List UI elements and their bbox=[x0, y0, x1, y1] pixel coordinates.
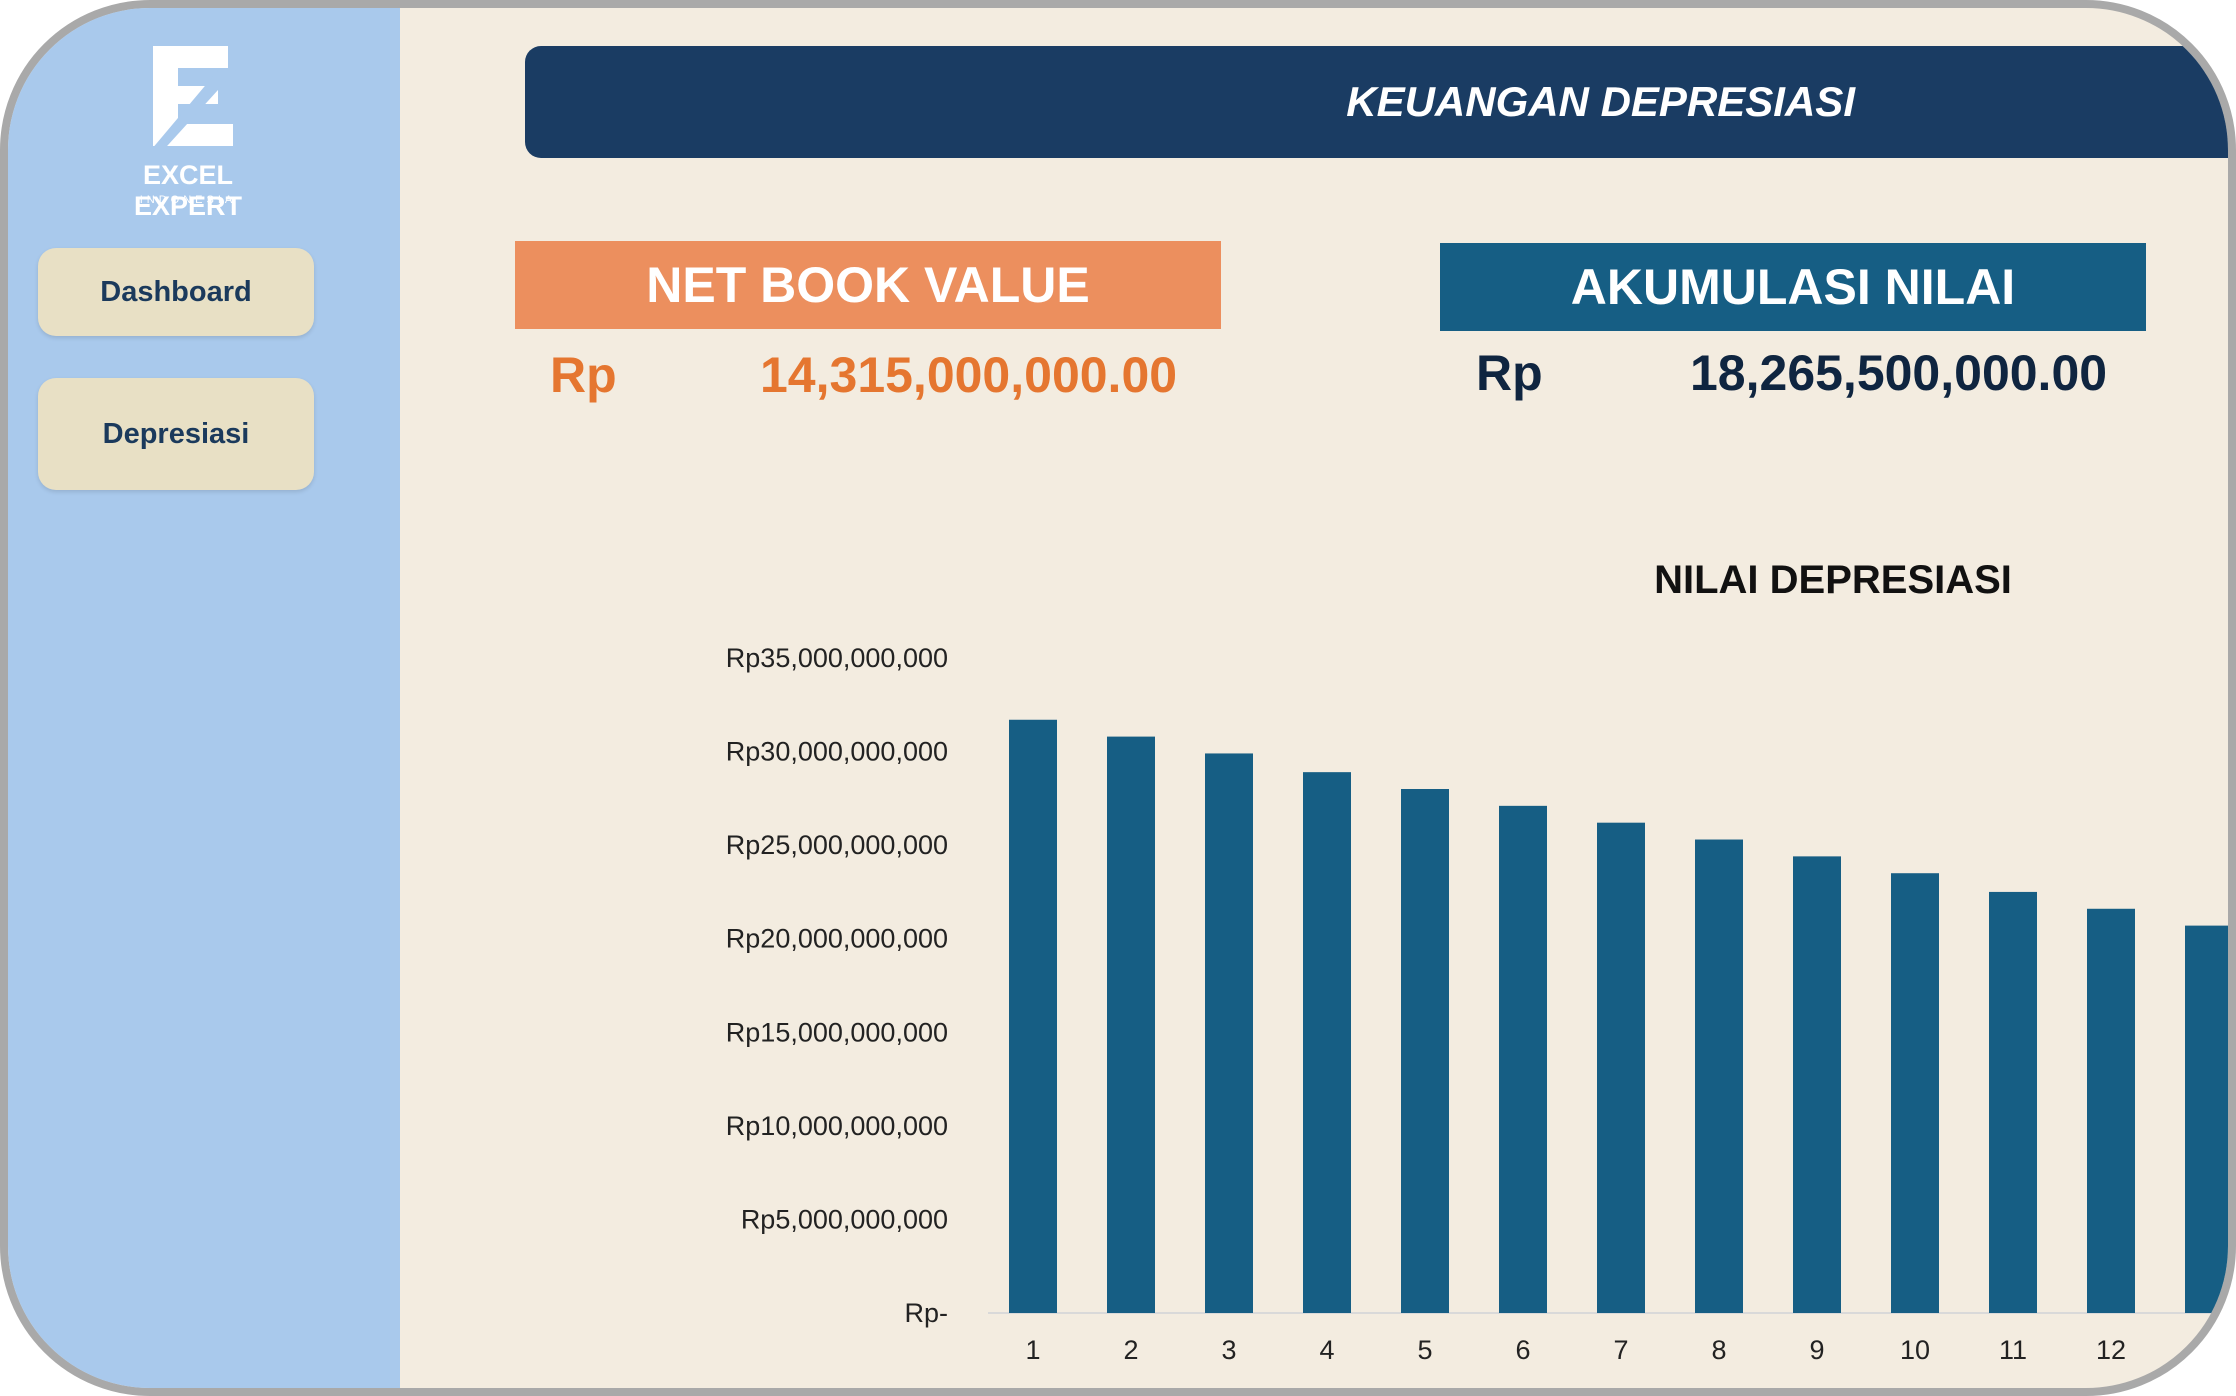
bar bbox=[1989, 891, 2037, 1313]
sidebar-item-label: Depresiasi bbox=[102, 417, 250, 450]
akumulasi-nilai-header: AKUMULASI NILAI bbox=[1440, 243, 2146, 331]
y-tick-label: Rp- bbox=[904, 1298, 948, 1328]
net-book-value-currency: Rp bbox=[550, 347, 617, 403]
brand-name: EXCEL EXPERT bbox=[133, 160, 243, 221]
y-tick-label: Rp25,000,000,000 bbox=[726, 830, 948, 860]
x-tick-label: 8 bbox=[1711, 1335, 1726, 1365]
x-tick-label: 1 bbox=[1025, 1335, 1040, 1365]
brand-logo: EXCEL EXPERT INDONESIA bbox=[108, 38, 268, 221]
sidebar-item-label: Dashboard bbox=[100, 275, 252, 308]
chart-title: NILAI DEPRESIASI bbox=[1654, 558, 2012, 602]
y-tick-label: Rp10,000,000,000 bbox=[726, 1111, 948, 1141]
x-tick-label: 2 bbox=[1123, 1335, 1138, 1365]
bar bbox=[1891, 873, 1939, 1313]
bar bbox=[1205, 753, 1253, 1313]
net-book-value-amount: 14,315,000,000.00 bbox=[760, 347, 1178, 403]
bar bbox=[1303, 772, 1351, 1313]
x-tick-label: 4 bbox=[1319, 1335, 1334, 1365]
akumulasi-nilai-label: AKUMULASI NILAI bbox=[1570, 259, 2016, 315]
x-tick-label: 12 bbox=[2096, 1335, 2126, 1365]
excel-expert-e-logo-icon bbox=[146, 46, 238, 156]
x-tick-label: 7 bbox=[1613, 1335, 1628, 1365]
akumulasi-nilai-amount: 18,265,500,000.00 bbox=[1690, 345, 2108, 401]
y-tick-label: Rp15,000,000,000 bbox=[726, 1017, 948, 1047]
y-tick-label: Rp5,000,000,000 bbox=[741, 1204, 948, 1234]
x-tick-label: 9 bbox=[1809, 1335, 1824, 1365]
akumulasi-nilai-currency: Rp bbox=[1476, 345, 1543, 401]
y-tick-label: Rp20,000,000,000 bbox=[726, 924, 948, 954]
bar bbox=[1499, 805, 1547, 1313]
x-tick-label: 3 bbox=[1221, 1335, 1236, 1365]
bar bbox=[2087, 908, 2135, 1313]
bar bbox=[2185, 925, 2228, 1313]
sidebar-item-depresiasi[interactable]: Depresiasi bbox=[38, 378, 314, 490]
page-title: KEUANGAN DEPRESIASI bbox=[1346, 78, 1855, 125]
x-tick-label: 6 bbox=[1515, 1335, 1530, 1365]
bar bbox=[1401, 789, 1449, 1313]
x-tick-label: 11 bbox=[1999, 1335, 2027, 1365]
header-banner: KEUANGAN DEPRESIASI bbox=[525, 46, 2228, 158]
y-tick-label: Rp35,000,000,000 bbox=[726, 643, 948, 673]
brand-subtitle: INDONESIA bbox=[139, 194, 237, 206]
sidebar-item-dashboard[interactable]: Dashboard bbox=[38, 248, 314, 336]
bar bbox=[1793, 856, 1841, 1313]
bar bbox=[1107, 736, 1155, 1313]
x-tick-label: 13 bbox=[2194, 1335, 2224, 1365]
y-tick-label: Rp30,000,000,000 bbox=[726, 737, 948, 767]
net-book-value-label: NET BOOK VALUE bbox=[646, 257, 1090, 313]
bar bbox=[1009, 719, 1057, 1313]
x-tick-label: 5 bbox=[1417, 1335, 1432, 1365]
sidebar: EXCEL EXPERT INDONESIA Dashboard Depresi… bbox=[8, 8, 400, 1388]
x-tick-label: 10 bbox=[1900, 1335, 1930, 1365]
net-book-value-header: NET BOOK VALUE bbox=[515, 241, 1221, 329]
depreciation-chart: NILAI DEPRESIASI Rp- Rp5,000,000,000 Rp10,… bbox=[726, 558, 2228, 1365]
bar bbox=[1695, 839, 1743, 1313]
bar bbox=[1597, 822, 1645, 1313]
